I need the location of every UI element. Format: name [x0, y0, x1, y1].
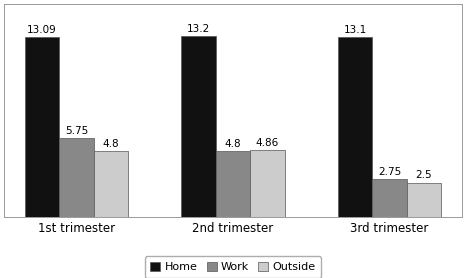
Bar [250, 150, 285, 217]
Bar [216, 151, 250, 217]
Text: 4.8: 4.8 [103, 139, 119, 149]
Bar [25, 37, 59, 217]
Text: 2.5: 2.5 [416, 170, 432, 180]
Text: 4.8: 4.8 [225, 139, 241, 149]
Text: 13.1: 13.1 [343, 25, 367, 35]
Text: 2.75: 2.75 [378, 167, 401, 177]
Bar [59, 138, 94, 217]
Bar [372, 179, 407, 217]
Legend: Home, Work, Outside: Home, Work, Outside [145, 256, 321, 278]
Text: 13.09: 13.09 [27, 25, 57, 35]
Bar [94, 151, 128, 217]
Bar [338, 37, 372, 217]
Text: 13.2: 13.2 [187, 24, 210, 34]
Text: 4.86: 4.86 [256, 138, 279, 148]
Bar [407, 183, 441, 217]
Text: 5.75: 5.75 [65, 126, 88, 136]
Bar [181, 36, 216, 217]
